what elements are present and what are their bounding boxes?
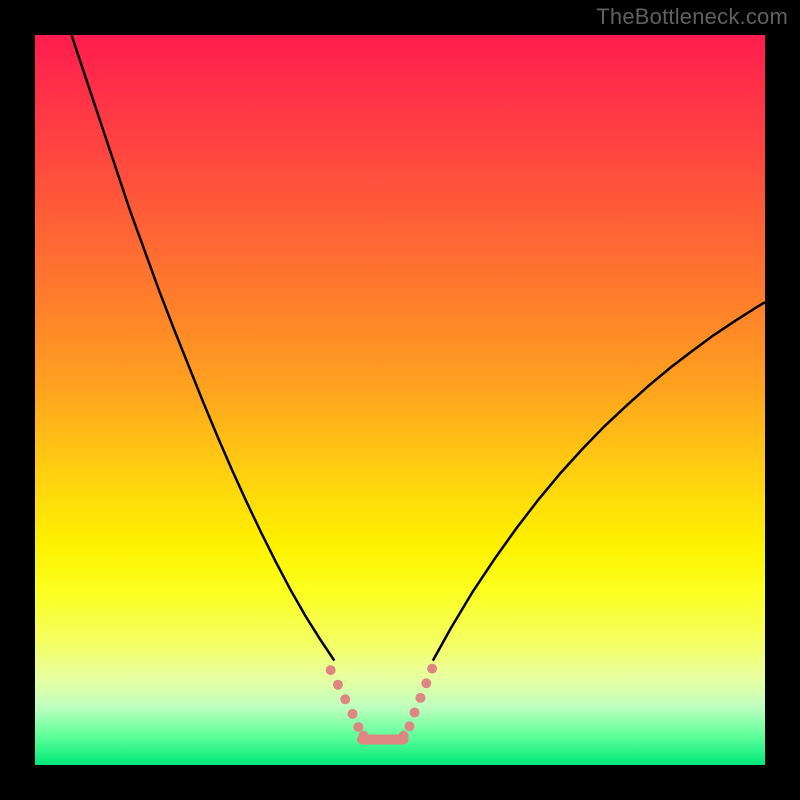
curve-marker [353,722,363,732]
chart-plot-area [35,35,765,765]
curve-marker [404,721,414,731]
curve-marker [427,664,437,674]
curve-marker [340,694,350,704]
curve-marker [410,707,420,717]
curve-marker [348,709,358,719]
curve-marker [421,678,431,688]
bottleneck-chart [35,35,765,765]
chart-background [35,35,765,765]
curve-marker [415,693,425,703]
curve-marker [333,680,343,690]
watermark-text: TheBottleneck.com [596,4,788,30]
curve-marker [326,665,336,675]
